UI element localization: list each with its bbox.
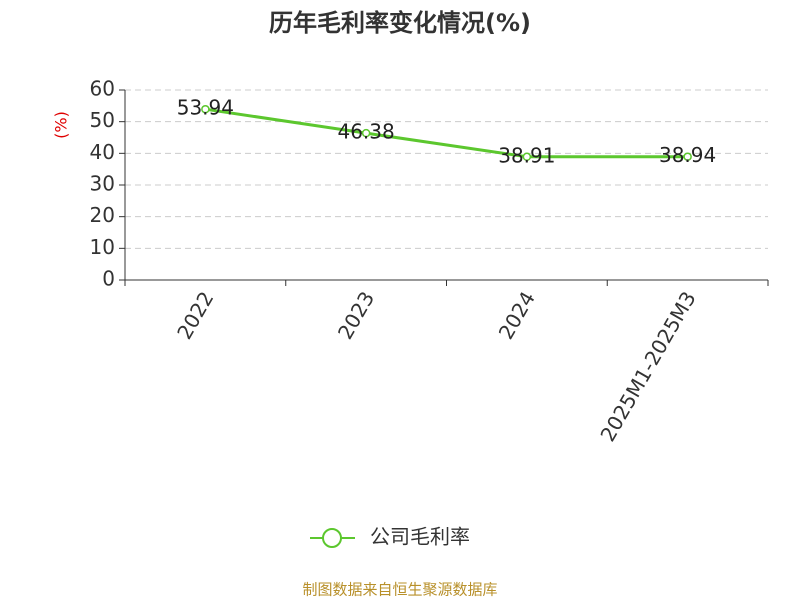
y-tick-label: 10 (90, 235, 115, 259)
legend-marker (322, 528, 342, 548)
y-tick-label: 60 (90, 77, 115, 101)
y-tick-label: 0 (102, 267, 115, 291)
chart-title: 历年毛利率变化情况(%) (269, 9, 531, 37)
data-label: 46.38 (337, 120, 394, 144)
source-note: 制图数据来自恒生聚源数据库 (302, 581, 497, 599)
x-tick-label: 2025M1-2025M3 (595, 287, 700, 445)
x-tick-label: 2022 (172, 287, 218, 343)
data-label: 38.91 (498, 143, 555, 167)
x-tick-label: 2023 (333, 287, 379, 343)
data-point (361, 128, 371, 138)
y-tick-label: 50 (90, 108, 115, 132)
data-point (522, 152, 532, 162)
series-line (205, 107, 688, 159)
y-axis-label: (%) (52, 111, 71, 139)
x-tick-label: 2024 (494, 287, 540, 343)
y-tick-label: 40 (90, 140, 115, 164)
data-label: 53.94 (177, 96, 234, 120)
data-point (201, 104, 210, 114)
data-label: 38.94 (659, 143, 716, 167)
y-tick-label: 30 (90, 172, 115, 196)
data-point (683, 152, 692, 161)
y-tick-label: 20 (90, 203, 115, 227)
legend-label: 公司毛利率 (370, 525, 470, 549)
